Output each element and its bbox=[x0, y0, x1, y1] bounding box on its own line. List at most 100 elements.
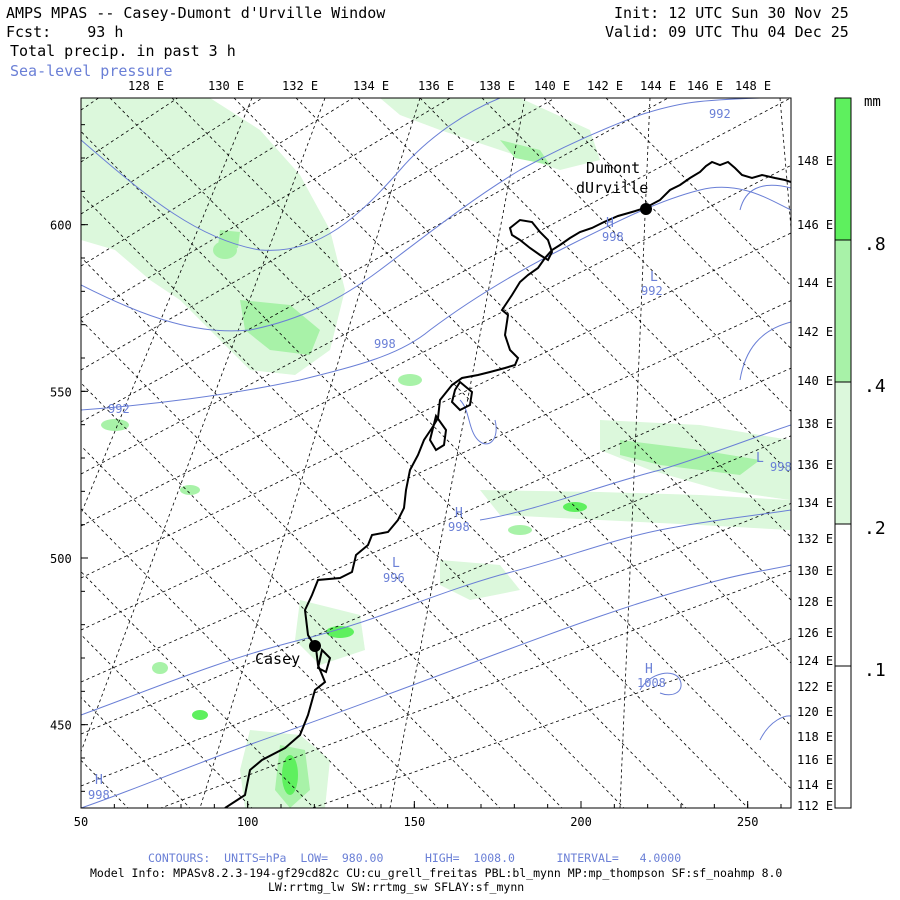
colorbar-segment bbox=[834, 381, 852, 525]
precip-cell bbox=[326, 626, 354, 638]
valid-value: 09 UTC Thu 04 Dec 25 bbox=[668, 23, 849, 41]
grid-line bbox=[81, 633, 253, 808]
grid-line bbox=[357, 98, 791, 538]
init-label: Init: bbox=[614, 4, 660, 22]
colorbar-level: .1 bbox=[864, 660, 886, 681]
colorbar-segment bbox=[834, 665, 852, 809]
grid-line bbox=[389, 98, 526, 808]
colorbar-segment bbox=[834, 523, 852, 667]
station-marker-casey bbox=[309, 640, 321, 652]
grid-line bbox=[233, 98, 791, 664]
slp-contour bbox=[739, 184, 791, 211]
slp-contour bbox=[739, 321, 791, 381]
precip-cell bbox=[282, 755, 298, 795]
grid-line bbox=[81, 571, 315, 808]
x-tick-label: 250 bbox=[737, 815, 759, 829]
pressure-labels: 992 998 992 998 992 998 996 1008 998 998… bbox=[88, 107, 792, 802]
pressure-label: 992 bbox=[709, 107, 731, 121]
slp-contour bbox=[81, 98, 501, 251]
precip-area bbox=[620, 440, 760, 475]
right-longitude-label: 148 E bbox=[797, 154, 833, 168]
top-longitude-label: 130 E bbox=[208, 79, 244, 93]
pressure-marker: L bbox=[650, 270, 658, 285]
precip-area bbox=[240, 300, 320, 355]
colorbar-level: .8 bbox=[864, 234, 886, 255]
right-longitude-label: 146 E bbox=[797, 218, 833, 232]
right-longitude-label: 134 E bbox=[797, 496, 833, 510]
top-longitude-label: 148 E bbox=[735, 79, 771, 93]
overlay-name: Sea-level pressure bbox=[10, 62, 173, 80]
model-info: Model Info: MPASv8.2.3-194-gf29cd82c CU:… bbox=[90, 866, 783, 880]
coastline-path bbox=[428, 413, 448, 452]
slp-contour bbox=[81, 509, 791, 716]
x-tick-label: 150 bbox=[404, 815, 426, 829]
pressure-marker: H bbox=[95, 773, 103, 788]
precip-cell bbox=[398, 374, 422, 386]
x-tick-label: 50 bbox=[74, 815, 88, 829]
init-value: 12 UTC Sun 30 Nov 25 bbox=[668, 4, 849, 22]
pressure-marker: H bbox=[645, 662, 653, 677]
valid-time: Valid: 09 UTC Thu 04 Dec 25 bbox=[605, 23, 849, 41]
precip-cell bbox=[180, 485, 200, 495]
grid-line bbox=[619, 98, 651, 808]
right-longitude-label: 120 E bbox=[797, 705, 833, 719]
colorbar-segment bbox=[834, 239, 852, 383]
grid-line bbox=[81, 232, 791, 579]
grid-line bbox=[81, 256, 625, 808]
right-longitude-label: 114 E bbox=[797, 778, 833, 792]
precip-area bbox=[81, 98, 140, 160]
slp-contour bbox=[479, 424, 791, 521]
station-label-dumont-1: Dumont bbox=[586, 159, 640, 177]
station-label-casey: Casey bbox=[255, 650, 300, 668]
grid-line bbox=[109, 98, 791, 790]
grid-line bbox=[81, 300, 791, 631]
forecast-hour: Fcst: 93 h bbox=[6, 23, 123, 41]
top-longitude-label: 140 E bbox=[534, 79, 570, 93]
coastline bbox=[224, 160, 791, 808]
map-title: AMPS MPAS -- Casey-Dumont d'Urville Wind… bbox=[6, 4, 386, 22]
colorbar-level: .2 bbox=[864, 518, 886, 539]
top-longitude-label: 134 E bbox=[353, 79, 389, 93]
right-longitude-label: 138 E bbox=[797, 417, 833, 431]
pressure-label: 992 bbox=[108, 402, 130, 416]
precip-cell bbox=[101, 419, 129, 431]
grid-line bbox=[295, 98, 791, 601]
grid-line bbox=[81, 98, 326, 753]
pressure-marker: L bbox=[392, 556, 400, 571]
right-longitude-label: 116 E bbox=[797, 753, 833, 767]
forecast-label: Fcst: bbox=[6, 23, 52, 41]
coastline-path bbox=[508, 218, 554, 262]
slp-contour bbox=[459, 399, 497, 445]
grid-line bbox=[81, 98, 556, 371]
pressure-marker: L bbox=[756, 451, 764, 466]
precip-cell bbox=[508, 525, 532, 535]
pressure-marker: H bbox=[606, 216, 614, 231]
pressure-label: 992 bbox=[641, 284, 663, 298]
pressure-label: 1008 bbox=[637, 676, 666, 690]
pressure-marker: H bbox=[455, 506, 463, 521]
colorbar-unit: mm bbox=[864, 94, 881, 110]
grid-line bbox=[311, 638, 791, 808]
field-name: Total precip. in past 3 h bbox=[10, 42, 236, 60]
x-tick-label: 100 bbox=[237, 815, 259, 829]
colorbar-segment bbox=[834, 97, 852, 241]
station-label-dumont-2: dUrville bbox=[576, 179, 648, 197]
pressure-label: 998 bbox=[602, 230, 624, 244]
top-longitude-labels: 128 E 130 E 132 E 134 E 136 E 138 E 140 E 142 E… bbox=[128, 79, 771, 93]
precip-cell bbox=[213, 241, 237, 259]
grid-line bbox=[81, 319, 563, 808]
x-tick-label: 200 bbox=[570, 815, 592, 829]
slp-contour bbox=[81, 564, 791, 808]
grid-line bbox=[81, 193, 687, 808]
init-time: Init: 12 UTC Sun 30 Nov 25 bbox=[614, 4, 849, 22]
right-longitude-label: 112 E bbox=[797, 799, 833, 813]
grid-line bbox=[81, 98, 452, 319]
grid-line bbox=[159, 570, 791, 808]
y-tick-label: 450 bbox=[50, 719, 72, 733]
top-longitude-label: 142 E bbox=[587, 79, 623, 93]
slp-contour bbox=[81, 186, 791, 411]
slp-contour bbox=[81, 98, 761, 332]
top-longitude-label: 144 E bbox=[640, 79, 676, 93]
